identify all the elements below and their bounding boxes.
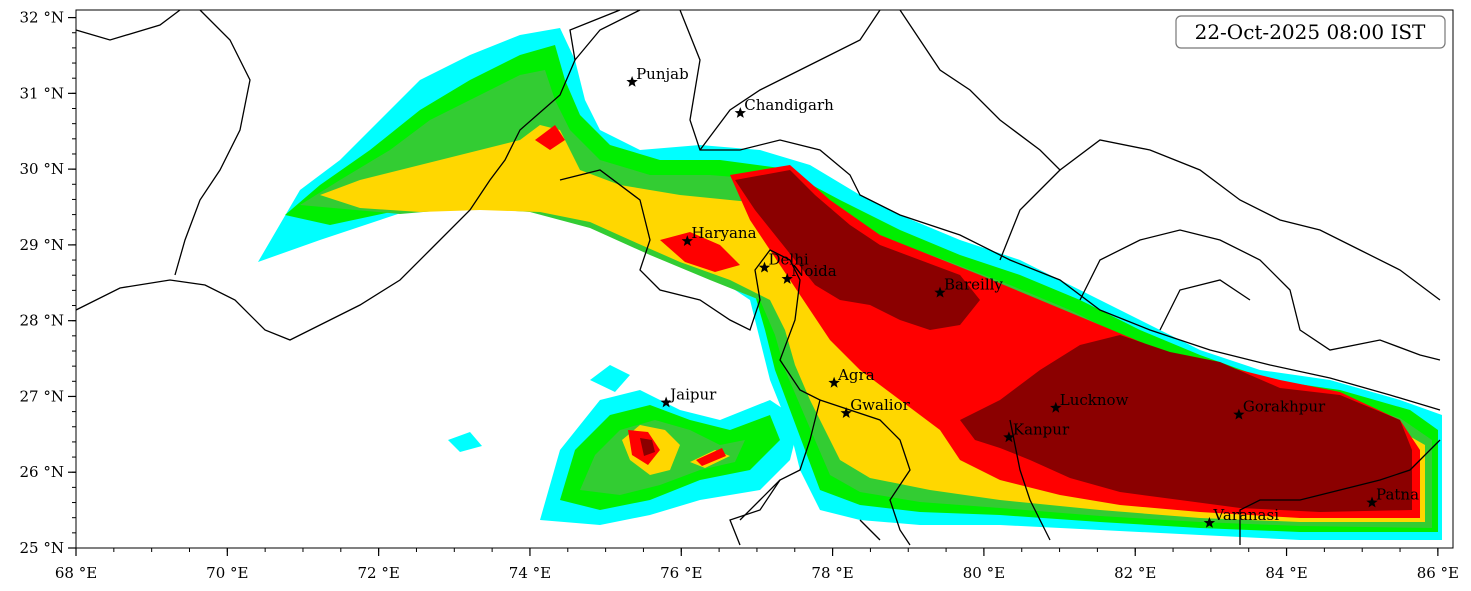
y-tick-label: 26 °N [20,463,64,481]
city-label-varanasi: Varanasi [1212,506,1279,524]
city-label-patna: Patna [1376,486,1419,504]
y-tick-label: 31 °N [20,84,64,102]
y-tick-label: 28 °N [20,312,64,330]
city-marker-bareilly [934,286,946,298]
timestamp-box: 22-Oct-2025 08:00 IST [1175,15,1446,49]
x-tick-label: 72 °E [357,564,399,582]
city-label-jaipur: Jaipur [668,386,717,404]
y-tick-label: 25 °N [20,539,64,557]
city-marker-jaipur [660,396,672,408]
city-label-chandigarh: Chandigarh [744,96,834,114]
x-tick-label: 76 °E [660,564,702,582]
city-label-haryana: Haryana [691,224,756,242]
x-tick-label: 86 °E [1417,564,1459,582]
city-marker-delhi [758,261,771,273]
x-tick-label: 80 °E [963,564,1005,582]
city-marker-agra [828,376,840,388]
y-tick-label: 27 °N [20,387,64,405]
city-marker-kanpur [1003,431,1015,443]
city-marker-gwalior [840,407,852,418]
axis-ticks: 68 °E 70 °E 72 °E 74 °E 76 °E 78 °E 80 °E 82 °E… [20,9,1460,582]
x-tick-label: 84 °E [1265,564,1307,582]
city-marker-varanasi [1203,517,1216,528]
city-label-agra: Agra [837,366,875,384]
y-tick-label: 29 °N [20,236,64,254]
field-layer-6 [640,170,1412,512]
city-label-bareilly: Bareilly [944,276,1003,294]
x-tick-label: 70 °E [206,564,248,582]
plot-frame [75,9,1454,549]
city-label-kanpur: Kanpur [1013,420,1070,438]
city-label-noida: Noida [791,262,837,280]
city-marker-haryana [681,235,693,246]
y-tick-label: 30 °N [20,160,64,178]
city-marker-lucknow [1050,401,1062,413]
y-tick-label: 32 °N [20,9,64,27]
city-label-delhi: Delhi [769,251,809,269]
city-marker-patna [1366,496,1378,508]
city-marker-gorakhpur [1233,408,1245,420]
x-tick-label: 68 °E [55,564,97,582]
city-label-gwalior: Gwalior [850,396,910,414]
city-label-punjab: Punjab [636,65,689,83]
x-tick-label: 82 °E [1114,564,1156,582]
city-marker-chandigarh [734,107,746,118]
x-tick-label: 74 °E [509,564,551,582]
city-marker-noida [781,273,793,284]
boundary-lines [75,9,1441,546]
city-label-gorakhpur: Gorakhpur [1243,398,1326,416]
city-label-lucknow: Lucknow [1060,391,1129,409]
city-marker-punjab [626,76,638,87]
x-tick-label: 78 °E [811,564,853,582]
timestamp-label: 22-Oct-2025 08:00 IST [1195,20,1426,44]
